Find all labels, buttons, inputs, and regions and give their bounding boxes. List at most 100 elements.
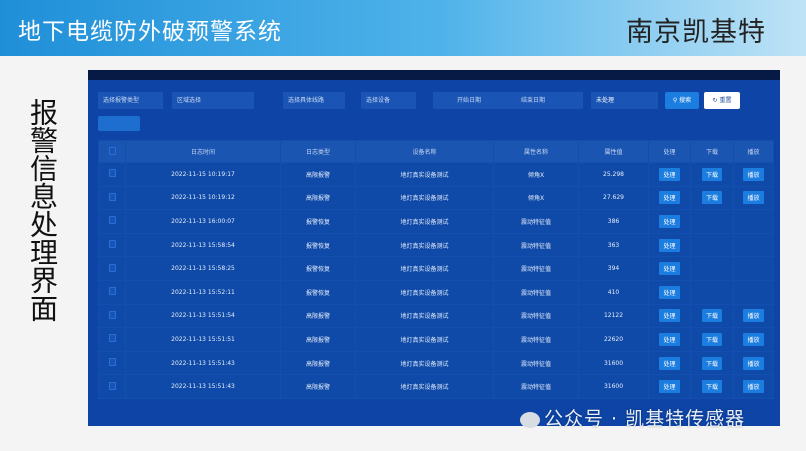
row-checkbox[interactable] — [108, 216, 116, 225]
select-all-checkbox[interactable] — [108, 146, 116, 155]
search-icon: ⚲ — [672, 97, 680, 104]
batch-action-button[interactable] — [98, 116, 140, 131]
brand-name: 南京凯基特 — [626, 17, 766, 48]
column-header: 属性名称 — [493, 140, 579, 163]
row-checkbox[interactable] — [108, 240, 116, 249]
row-checkbox[interactable] — [108, 381, 116, 390]
process-button[interactable]: 处理 — [659, 214, 680, 228]
cell-process: 处理 — [648, 374, 691, 399]
row-checkbox[interactable] — [108, 310, 116, 319]
cell-download — [690, 256, 734, 281]
alarm-type-select[interactable]: 选择报警类型 — [98, 92, 163, 109]
cell-time: 2022-11-13 15:58:54 — [125, 232, 281, 258]
play-button[interactable]: 播放 — [743, 167, 764, 181]
download-button[interactable]: 下载 — [701, 167, 722, 181]
cell-attr: 震动特征值 — [493, 279, 579, 305]
process-button[interactable]: 处理 — [659, 309, 680, 323]
column-header: 下载 — [690, 140, 734, 163]
cell-play: 播放 — [733, 162, 774, 187]
download-button[interactable]: 下载 — [701, 380, 722, 394]
cell-type: 报警恢复 — [280, 279, 356, 305]
cell-play: 播放 — [733, 327, 774, 352]
alarm-panel: 选择报警类型 区域选择 选择具体线路 选择设备 开始日期 结束日期 未处理 ⚲ 搜… — [88, 70, 780, 426]
row-checkbox[interactable] — [108, 192, 116, 201]
play-button[interactable]: 播放 — [743, 380, 764, 394]
play-button[interactable]: 播放 — [743, 356, 764, 370]
table-row: 2022-11-15 10:19:12 高限报警 地灯真实设备测试 倾角X 27.629… — [98, 185, 774, 211]
table-row: 2022-11-13 15:58:25 报警恢复 地灯真实设备测试 震动特征值 394 处… — [98, 256, 774, 281]
cell-download: 下载 — [690, 350, 734, 376]
row-checkbox[interactable] — [108, 334, 116, 343]
download-button[interactable]: 下载 — [701, 356, 722, 370]
process-button[interactable]: 处理 — [659, 285, 680, 299]
cell-download — [690, 279, 734, 305]
status-select[interactable]: 未处理 — [591, 92, 658, 109]
cell-time: 2022-11-13 15:52:11 — [125, 279, 281, 305]
play-button[interactable]: 播放 — [743, 332, 764, 346]
date-range-picker[interactable]: 开始日期 结束日期 — [433, 92, 583, 109]
line-select[interactable]: 选择具体线路 — [283, 92, 345, 109]
table-row: 2022-11-13 15:58:54 报警恢复 地灯真实设备测试 震动特征值 363 处… — [98, 232, 774, 258]
cell-value: 31600 — [578, 374, 649, 399]
cell-attr: 震动特征值 — [493, 303, 579, 329]
cell-play: 播放 — [733, 185, 774, 211]
process-button[interactable]: 处理 — [659, 356, 680, 370]
play-button[interactable]: 播放 — [743, 309, 764, 323]
process-button[interactable]: 处理 — [659, 238, 680, 252]
row-checkbox[interactable] — [108, 287, 116, 296]
select-all-header[interactable] — [98, 140, 126, 163]
cell-type: 高限报警 — [280, 162, 356, 187]
cell-process: 处理 — [648, 327, 691, 352]
cell-value: 12122 — [578, 303, 649, 329]
table-row: 2022-11-13 15:52:11 报警恢复 地灯真实设备测试 震动特征值 410 处… — [98, 279, 774, 305]
device-select[interactable]: 选择设备 — [361, 92, 416, 109]
cell-attr: 倾角X — [493, 162, 579, 187]
cell-time: 2022-11-15 10:19:17 — [125, 162, 281, 187]
wechat-icon — [520, 411, 540, 428]
cell-value: 22620 — [578, 327, 649, 352]
process-button[interactable]: 处理 — [659, 262, 680, 276]
reset-button[interactable]: ↻ 重置 — [704, 92, 740, 109]
process-button[interactable]: 处理 — [659, 380, 680, 394]
cell-process: 处理 — [648, 303, 691, 329]
cell-attr: 震动特征值 — [493, 256, 579, 281]
end-date[interactable]: 结束日期 — [521, 97, 546, 104]
process-button[interactable]: 处理 — [659, 167, 680, 181]
play-button[interactable]: 播放 — [743, 191, 764, 205]
column-header: 日志时间 — [125, 140, 281, 163]
search-button[interactable]: ⚲ 搜索 — [665, 92, 699, 109]
region-select[interactable]: 区域选择 — [172, 92, 254, 109]
row-checkbox[interactable] — [108, 358, 116, 367]
download-button[interactable]: 下载 — [701, 332, 722, 346]
system-title: 地下电缆防外破预警系统 — [18, 19, 282, 45]
table-row: 2022-11-13 16:00:07 报警恢复 地灯真实设备测试 震动特征值 386 处… — [98, 209, 774, 234]
download-button[interactable]: 下载 — [701, 309, 722, 323]
row-checkbox-cell — [98, 303, 126, 329]
cell-time: 2022-11-13 16:00:07 — [125, 209, 281, 234]
cell-process: 处理 — [648, 185, 691, 211]
cell-type: 报警恢复 — [280, 209, 356, 234]
side-title: 报警信息处理界面 — [26, 98, 59, 322]
column-header: 属性值 — [578, 140, 649, 163]
column-header: 设备名称 — [355, 140, 494, 163]
cell-attr: 震动特征值 — [493, 374, 579, 399]
cell-device: 地灯真实设备测试 — [355, 374, 494, 399]
column-header: 播放 — [733, 140, 774, 163]
download-button[interactable]: 下载 — [701, 191, 722, 205]
cell-type: 高限报警 — [280, 374, 356, 399]
cell-value: 363 — [578, 232, 649, 258]
cell-play: 播放 — [733, 350, 774, 376]
row-checkbox[interactable] — [108, 263, 116, 272]
start-date[interactable]: 开始日期 — [457, 97, 482, 104]
header-bar: 地下电缆防外破预警系统 南京凯基特 — [0, 0, 806, 56]
cell-value: 410 — [578, 279, 649, 305]
process-button[interactable]: 处理 — [659, 332, 680, 346]
process-button[interactable]: 处理 — [659, 191, 680, 205]
cell-play — [733, 279, 774, 305]
row-checkbox-cell — [98, 185, 126, 211]
row-checkbox[interactable] — [108, 169, 116, 178]
cell-process: 处理 — [648, 209, 691, 234]
cell-type: 高限报警 — [280, 303, 356, 329]
row-checkbox-cell — [98, 374, 126, 399]
cell-time: 2022-11-13 15:51:43 — [125, 350, 281, 376]
